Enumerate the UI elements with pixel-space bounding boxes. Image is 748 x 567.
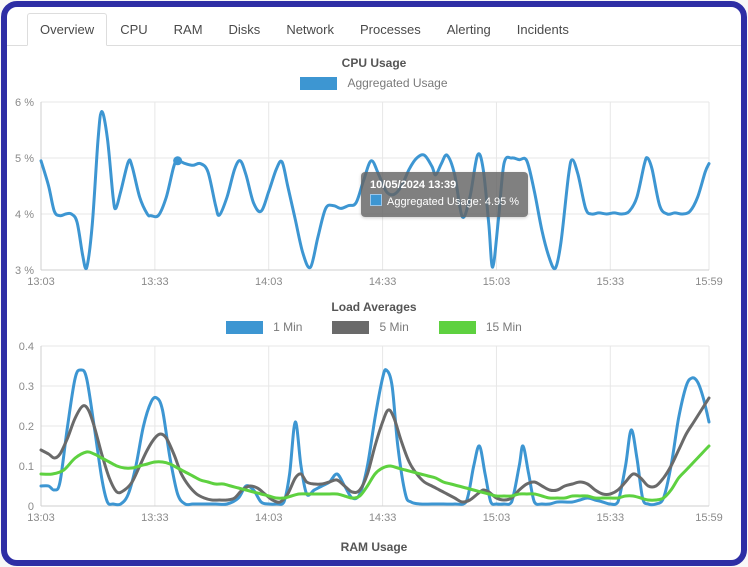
svg-text:15:59: 15:59: [695, 276, 723, 288]
svg-text:14:33: 14:33: [369, 512, 397, 524]
tooltip-timestamp: 10/05/2024 13:39: [370, 179, 457, 191]
svg-text:6 %: 6 %: [15, 97, 34, 109]
cpu-chart[interactable]: 13:03 13:33 14:03 14:33 15:03 15:33 15:59 6 % 5 …: [7, 94, 741, 290]
series-1-min: [39, 368, 711, 507]
svg-text:5 %: 5 %: [15, 153, 34, 165]
cpu-usage-section: CPU Usage Aggregated Usage 13:03 13:33 14:…: [7, 46, 741, 290]
axis-labels: 13:03 13:33 14:03 14:33 15:03 15:33 15:59 0.4 0.…: [19, 341, 723, 524]
series-5-min: [39, 396, 711, 504]
svg-text:15:59: 15:59: [695, 512, 723, 524]
tab-processes[interactable]: Processes: [360, 22, 421, 37]
svg-text:0.3: 0.3: [19, 381, 34, 393]
tab-ram[interactable]: RAM: [173, 22, 203, 37]
svg-text:15:33: 15:33: [597, 276, 625, 288]
load-averages-section: Load Averages 1 Min 5 Min 15 Min 13:03 13:3…: [7, 290, 741, 526]
ram-chart-title: RAM Usage: [340, 540, 408, 554]
load-averages-chart[interactable]: 13:03 13:33 14:03 14:33 15:03 15:33 15:59 0.4 0.…: [7, 338, 741, 526]
svg-text:14:03: 14:03: [255, 276, 283, 288]
series-15-min: [39, 444, 711, 502]
svg-text:0.4: 0.4: [19, 341, 34, 353]
tooltip-series-swatch: [370, 194, 382, 207]
hover-point: [173, 156, 183, 166]
load-chart-title: Load Averages: [331, 300, 417, 314]
tab-bar: Overview CPU RAM Disks Network Processes Alert…: [7, 7, 741, 46]
cpu-legend: Aggregated Usage: [7, 72, 741, 94]
series-aggregated-usage: [39, 109, 711, 271]
legend-label: 15 Min: [485, 320, 522, 334]
cpu-chart-title: CPU Usage: [341, 56, 407, 70]
svg-text:13:03: 13:03: [27, 276, 55, 288]
svg-text:15:33: 15:33: [597, 512, 625, 524]
tab-disks[interactable]: Disks: [228, 22, 261, 37]
tab-alerting[interactable]: Alerting: [446, 22, 491, 37]
legend-item-15-min[interactable]: 15 Min: [438, 320, 522, 334]
tab-overview[interactable]: Overview: [27, 13, 108, 46]
legend-swatch: [300, 76, 338, 90]
svg-text:13:33: 13:33: [141, 512, 169, 524]
axis-labels: 13:03 13:33 14:03 14:33 15:03 15:33 15:59 6 % 5 …: [15, 97, 723, 288]
tooltip-value: Aggregated Usage: 4.95 %: [387, 196, 520, 209]
tooltip-value-row: Aggregated Usage: 4.95 %: [370, 194, 519, 211]
legend-swatch: [332, 320, 370, 334]
legend-label: 1 Min: [273, 320, 303, 334]
legend-item-1-min[interactable]: 1 Min: [226, 320, 302, 334]
svg-text:0: 0: [28, 501, 34, 513]
svg-text:13:03: 13:03: [27, 512, 55, 524]
svg-text:3 %: 3 %: [15, 265, 34, 277]
legend-label: Aggregated Usage: [347, 76, 448, 90]
svg-text:4 %: 4 %: [15, 209, 34, 221]
tab-network[interactable]: Network: [286, 22, 334, 37]
svg-text:14:03: 14:03: [255, 512, 283, 524]
svg-text:15:03: 15:03: [483, 276, 511, 288]
svg-text:0.2: 0.2: [19, 421, 34, 433]
load-legend: 1 Min 5 Min 15 Min: [7, 316, 741, 338]
legend-label: 5 Min: [379, 320, 409, 334]
svg-text:13:33: 13:33: [141, 276, 169, 288]
legend-item-aggregated-usage[interactable]: Aggregated Usage: [300, 76, 448, 90]
legend-swatch: [226, 320, 264, 334]
legend-swatch: [438, 320, 476, 334]
svg-text:15:03: 15:03: [483, 512, 511, 524]
legend-item-5-min[interactable]: 5 Min: [332, 320, 409, 334]
tab-cpu[interactable]: CPU: [120, 22, 148, 37]
chart-tooltip: 10/05/2024 13:39 Aggregated Usage: 4.95 …: [361, 172, 529, 218]
svg-text:14:33: 14:33: [369, 276, 397, 288]
tab-incidents[interactable]: Incidents: [516, 22, 569, 37]
svg-text:0.1: 0.1: [19, 461, 34, 473]
